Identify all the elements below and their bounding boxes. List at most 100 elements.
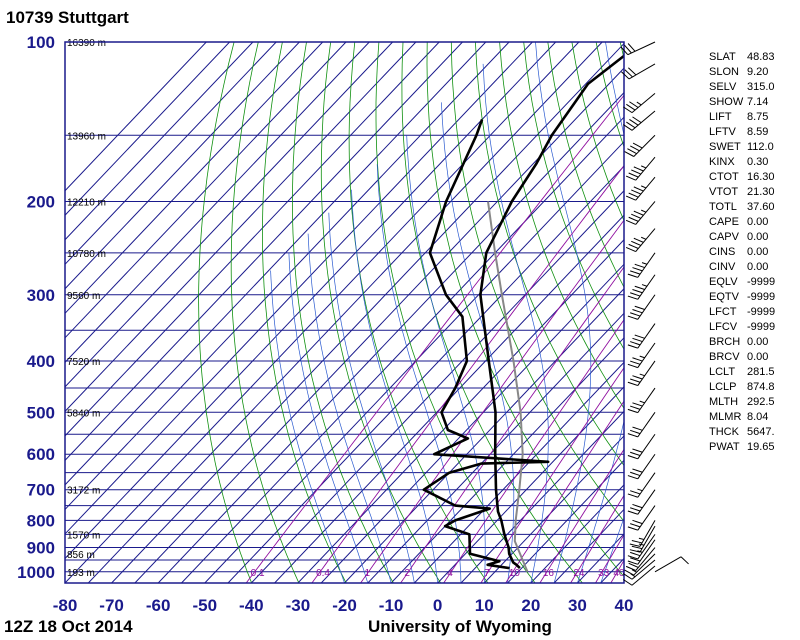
temperature-tick-label: -80 xyxy=(53,596,78,615)
index-row: KINX 0.30 xyxy=(709,155,775,170)
isotherm-line xyxy=(65,42,207,192)
mixing-ratio-line xyxy=(480,366,624,583)
wind-barb xyxy=(627,323,656,349)
index-key: SELV xyxy=(709,81,737,93)
height-label: 7520 m xyxy=(67,357,100,368)
moist-adiabat-line xyxy=(376,164,462,583)
index-key: CTOT xyxy=(709,171,739,183)
index-row: SELV 315.0 xyxy=(709,80,775,95)
isotherm-line xyxy=(297,239,624,583)
pressure-tick-label: 200 xyxy=(27,192,55,211)
moist-adiabat-line xyxy=(328,212,415,583)
mixing-ratio-line xyxy=(360,219,624,583)
dry-adiabat-line xyxy=(547,42,624,289)
wind-barb xyxy=(627,387,656,414)
wind-barb xyxy=(627,412,656,438)
isotherm-line xyxy=(204,140,624,583)
isotherm-line xyxy=(437,386,624,583)
mixing-ratio-line xyxy=(595,534,624,583)
temperature-curve xyxy=(479,54,624,570)
wind-barb xyxy=(627,342,656,369)
pressure-tick-label: 800 xyxy=(27,511,55,530)
index-key: LCLP xyxy=(709,381,737,393)
plot-area: 0.1 0.4 1 2 4 7 10 16 24 33 40 g/kg xyxy=(65,42,800,583)
index-row: PWAT 19.65 xyxy=(709,440,775,455)
plot-frame xyxy=(64,41,625,584)
wind-barb xyxy=(625,201,656,225)
mixing-ratio-label: 10 xyxy=(509,568,521,579)
index-value: 315.0 xyxy=(747,81,775,93)
isotherm-line xyxy=(65,42,254,241)
index-key: BRCH xyxy=(709,336,741,348)
index-key: CAPE xyxy=(709,216,739,228)
wind-barb xyxy=(629,525,656,553)
dry-adiabat-line xyxy=(789,42,800,583)
observation-time-label: 12Z 18 Oct 2014 xyxy=(4,617,133,636)
index-row: LFTV 8.59 xyxy=(709,125,775,140)
temperature-tick-label: -40 xyxy=(239,596,264,615)
height-label: 16390 m xyxy=(67,38,106,49)
wind-barb xyxy=(627,252,656,278)
index-key: KINX xyxy=(709,156,735,168)
mixing-ratio-line xyxy=(570,494,624,583)
wind-barb xyxy=(627,489,656,515)
index-key: CINS xyxy=(709,246,736,258)
dry-adiabat-line xyxy=(198,42,253,583)
temperature-tick-label: 40 xyxy=(615,596,634,615)
index-value: 16.30 xyxy=(747,171,775,183)
isotherm-line xyxy=(65,42,370,364)
index-row: LCLT 281.5 xyxy=(709,365,775,380)
pressure-tick-label: 600 xyxy=(27,445,55,464)
isotherm-line xyxy=(65,42,510,511)
index-value: 0.00 xyxy=(747,261,769,273)
index-value: 281.5 xyxy=(747,366,775,378)
index-key: LFTV xyxy=(709,126,736,138)
isotherm-line xyxy=(460,410,624,583)
index-value: -9999 xyxy=(747,291,776,303)
mixing-ratio-label: 2 xyxy=(404,568,410,579)
index-key: LFCT xyxy=(709,306,737,318)
height-label: 5840 m xyxy=(67,408,100,419)
mixing-ratio-label: 4 xyxy=(447,568,453,579)
index-row: SHOW 7.14 xyxy=(709,95,775,110)
index-value: -9999 xyxy=(747,276,776,288)
mixing-ratio-label: 33 xyxy=(598,568,610,579)
index-row: EQLV -9999 xyxy=(709,275,775,290)
isotherm-line xyxy=(157,91,624,583)
index-key: LFCV xyxy=(709,321,738,333)
wind-barb xyxy=(624,553,656,576)
moist-adiabat-line xyxy=(307,233,392,583)
index-row: LIFT 8.75 xyxy=(709,110,775,125)
temperature-tick-label: -30 xyxy=(286,596,311,615)
wind-barb xyxy=(625,176,656,201)
index-key: EQTV xyxy=(709,291,739,303)
isotherm-line xyxy=(65,42,393,388)
index-value: 8.75 xyxy=(747,111,769,123)
dry-adiabat-line xyxy=(230,42,300,583)
moist-adiabat-line xyxy=(577,42,624,583)
dry-adiabat-line xyxy=(426,42,624,578)
index-row: VTOT 21.30 xyxy=(709,185,775,200)
mixing-ratio-line xyxy=(539,448,624,583)
mixing-ratio-label: 1 xyxy=(365,568,371,579)
wind-barb xyxy=(627,472,656,498)
isotherm-line xyxy=(65,42,463,462)
index-key: TOTL xyxy=(709,201,737,213)
isotherm-line xyxy=(134,67,624,583)
isotherm-line xyxy=(65,42,230,216)
parcel-curve xyxy=(487,201,529,573)
index-value: 9.20 xyxy=(747,66,769,78)
height-label: 9560 m xyxy=(67,291,100,302)
index-value: 874.8 xyxy=(747,381,775,393)
index-row: EQTV -9999 xyxy=(709,290,775,305)
wind-barb xyxy=(627,294,656,320)
dry-adiabat-line xyxy=(523,42,624,350)
index-row: SLON 9.20 xyxy=(709,65,775,80)
pressure-tick-label: 1000 xyxy=(17,563,55,582)
index-key: LIFT xyxy=(709,111,732,123)
mixing-ratio-line xyxy=(311,164,624,583)
source-label: University of Wyoming xyxy=(368,617,552,636)
pressure-tick-label: 700 xyxy=(27,481,55,500)
index-row: LFCT -9999 xyxy=(709,305,775,320)
